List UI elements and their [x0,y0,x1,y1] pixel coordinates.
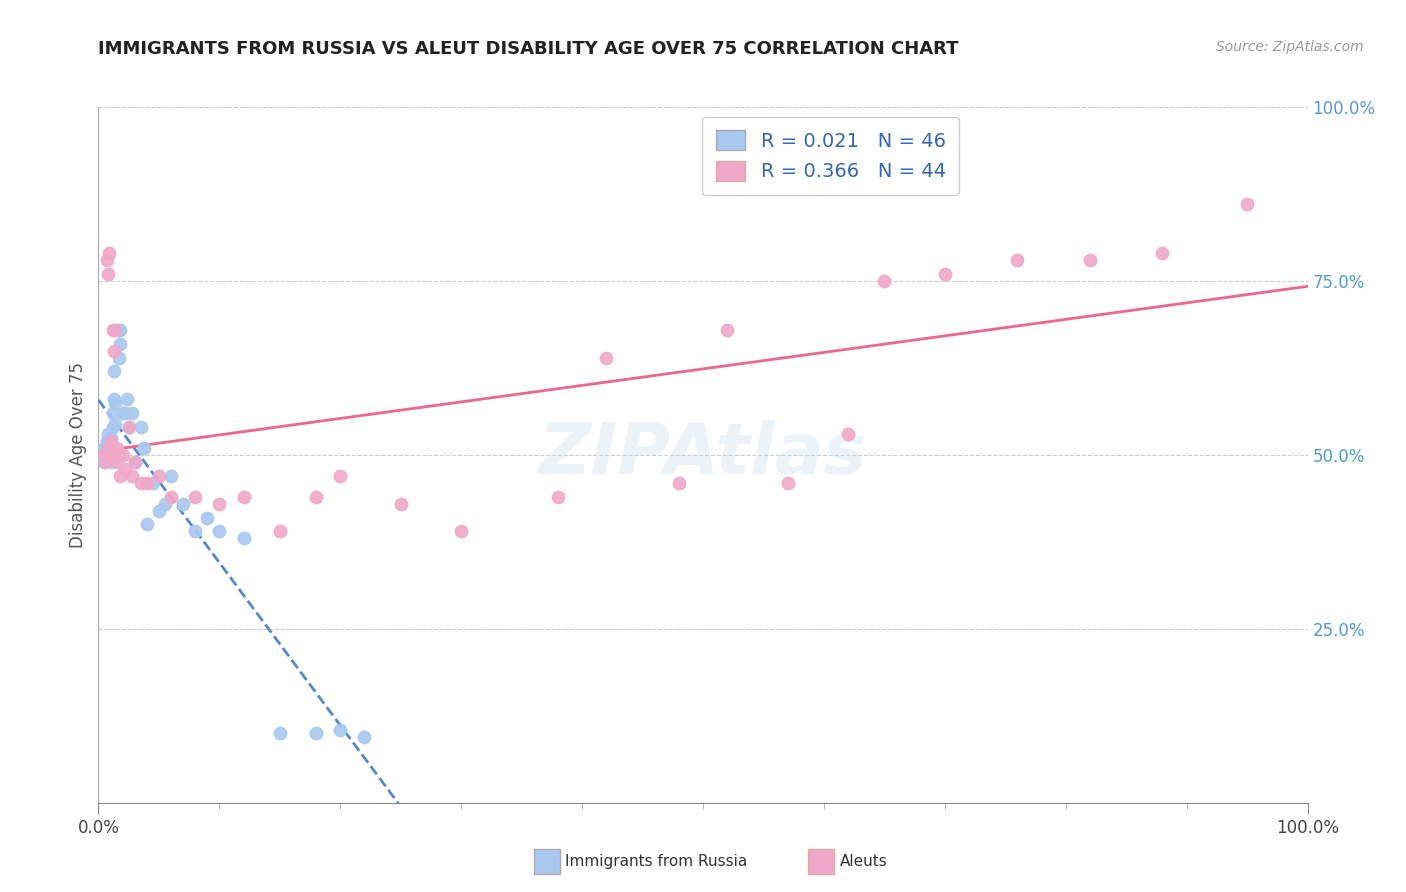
Point [104,396,127,410]
Point [716,323,738,337]
Point [160,468,183,483]
Point [1152,246,1174,260]
Point [1236,197,1258,211]
Point [232,490,254,504]
Point [184,490,207,504]
Point [124,455,146,469]
Point [135,475,157,490]
Point [305,726,328,740]
Point [101,323,124,337]
Point [118,420,141,434]
Point [269,726,291,740]
Point [232,532,254,546]
Point [121,468,143,483]
Point [134,441,156,455]
Point [117,392,139,407]
Point [129,420,152,434]
Point [329,468,352,483]
Point [100,448,122,462]
Point [111,406,134,420]
Point [837,427,859,442]
Point [135,517,157,532]
Text: Aleuts: Aleuts [839,855,887,869]
Point [93,441,115,455]
Point [94,455,117,469]
Point [124,455,146,469]
Point [108,468,131,483]
Point [129,475,152,490]
Point [93,455,115,469]
Point [269,524,291,539]
Point [450,524,472,539]
Point [108,336,131,351]
Point [96,253,118,268]
Point [100,431,122,445]
Point [105,441,128,455]
Text: Immigrants from Russia: Immigrants from Russia [565,855,748,869]
Point [96,434,118,448]
Point [97,441,120,455]
Point [107,323,129,337]
Point [142,475,165,490]
Y-axis label: Disability Age Over 75: Disability Age Over 75 [69,362,87,548]
Legend: R = 0.021   N = 46, R = 0.366   N = 44: R = 0.021 N = 46, R = 0.366 N = 44 [702,117,959,194]
Point [148,503,170,517]
Point [108,351,131,365]
Point [96,444,118,458]
Point [100,437,122,451]
Point [103,364,125,378]
Point [1007,253,1029,268]
Point [96,451,118,466]
Point [108,448,131,462]
Point [153,497,176,511]
Point [184,524,207,539]
Point [97,427,120,442]
Point [595,351,617,365]
Point [208,524,231,539]
Point [668,475,690,490]
Text: ZIPAtlas: ZIPAtlas [538,420,868,490]
Point [121,406,143,420]
Point [98,246,121,260]
Point [108,323,131,337]
Point [172,497,194,511]
Point [93,448,115,462]
Point [148,468,170,483]
Point [114,462,136,476]
Point [101,406,124,420]
Point [101,420,124,434]
Point [208,497,231,511]
Point [111,448,134,462]
Text: Source: ZipAtlas.com: Source: ZipAtlas.com [1216,40,1364,54]
Point [547,490,569,504]
Point [195,510,218,524]
Point [389,497,412,511]
Point [100,441,122,455]
Point [873,274,896,288]
Point [100,448,122,462]
Point [1078,253,1101,268]
Point [103,343,125,358]
Point [93,448,115,462]
Point [353,730,375,744]
Point [105,455,128,469]
Point [103,392,125,407]
Text: IMMIGRANTS FROM RUSSIA VS ALEUT DISABILITY AGE OVER 75 CORRELATION CHART: IMMIGRANTS FROM RUSSIA VS ALEUT DISABILI… [98,40,959,58]
Point [329,723,352,737]
Point [104,323,127,337]
Point [100,434,122,448]
Point [776,475,799,490]
Point [97,267,120,281]
Point [96,437,118,451]
Point [118,420,141,434]
Point [305,490,328,504]
Point [160,490,183,504]
Point [104,417,127,431]
Point [114,406,136,420]
Point [97,448,120,462]
Point [934,267,956,281]
Point [100,455,122,469]
